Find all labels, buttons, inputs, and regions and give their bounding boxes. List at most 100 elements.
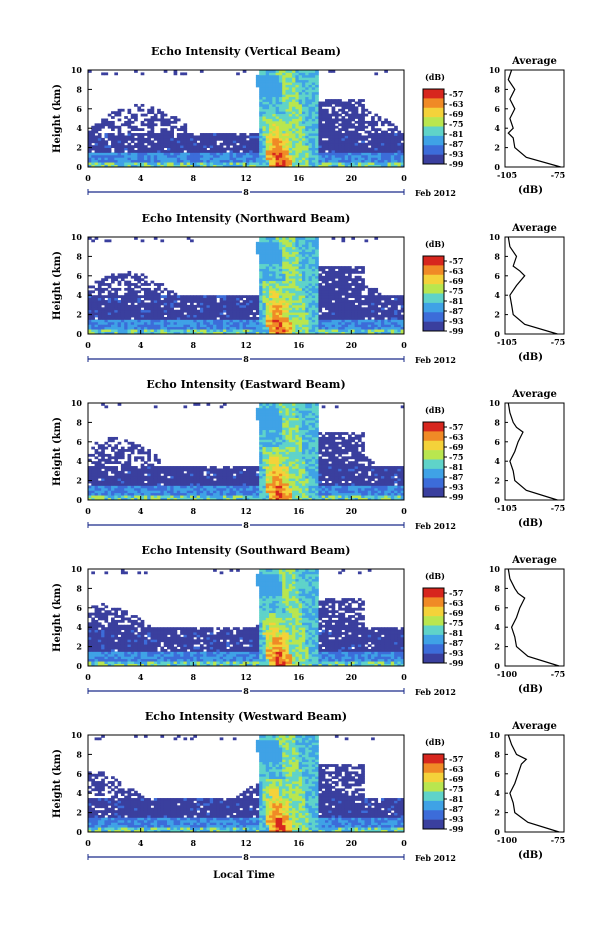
heatmap-cell — [114, 324, 119, 328]
heatmap-cell — [298, 309, 303, 313]
heatmap-cell — [117, 130, 122, 134]
heatmap-cell — [354, 266, 359, 269]
heatmap-cell — [91, 490, 95, 494]
heatmap-cell — [120, 154, 125, 158]
heatmap-cell — [107, 239, 112, 243]
heatmap-cell — [305, 295, 309, 299]
heatmap-cell — [308, 329, 313, 332]
heatmap-cell — [173, 314, 178, 318]
heatmap-cell — [367, 120, 372, 124]
heatmap-cell — [269, 123, 273, 127]
heatmap-cell — [354, 140, 359, 144]
heatmap-cell — [137, 302, 142, 306]
heatmap-cell — [272, 307, 277, 311]
heatmap-cell — [325, 125, 329, 129]
heatmap-cell — [167, 297, 171, 301]
heatmap-cell — [338, 275, 342, 279]
heatmap-cell — [163, 324, 168, 328]
heatmap-cell — [292, 280, 296, 284]
heatmap-cell — [295, 147, 300, 151]
heatmap-cell — [157, 159, 161, 163]
heatmap-cell — [153, 290, 158, 294]
heatmap-cell — [311, 321, 316, 325]
heatmap-cell — [348, 113, 352, 117]
heatmap-cell — [321, 300, 326, 303]
heatmap-cell — [298, 300, 303, 303]
heatmap-cell — [236, 72, 240, 76]
heatmap-cell — [331, 133, 336, 136]
heatmap-cell — [114, 329, 119, 332]
heatmap-cell — [275, 89, 280, 93]
heatmap-cell — [318, 304, 323, 308]
heatmap-cell — [130, 116, 135, 119]
heatmap-cell — [97, 495, 102, 498]
heatmap-cell — [242, 159, 247, 163]
heatmap-cell — [292, 244, 296, 248]
heatmap-cell — [298, 295, 303, 299]
heatmap-cell — [143, 113, 148, 117]
heatmap-cell — [94, 331, 99, 335]
heatmap-cell — [328, 159, 332, 163]
heatmap-cell — [380, 137, 385, 141]
heatmap-cell — [341, 290, 346, 294]
heatmap-cell — [176, 466, 181, 469]
heatmap-cell — [216, 309, 221, 313]
heatmap-cell — [292, 266, 296, 269]
heatmap-cell — [328, 137, 332, 141]
heatmap-cell — [295, 287, 300, 291]
heatmap-cell — [190, 154, 194, 158]
heatmap-cell — [308, 99, 313, 102]
heatmap-cell — [117, 287, 122, 291]
heatmap-cell — [278, 287, 283, 291]
heatmap-cell — [338, 268, 342, 272]
heatmap-cell — [150, 150, 155, 153]
heatmap-cell — [295, 331, 300, 335]
heatmap-cell — [275, 147, 280, 151]
heatmap-cell — [147, 304, 151, 308]
heatmap-cell — [311, 96, 316, 100]
heatmap-cell — [400, 309, 405, 313]
heatmap-cell — [262, 287, 267, 291]
heatmap-cell — [173, 487, 178, 491]
heatmap-cell — [344, 312, 349, 315]
heatmap-cell — [295, 77, 300, 81]
heatmap-cell — [305, 152, 309, 156]
heatmap-cell — [331, 118, 336, 122]
heatmap-cell — [173, 490, 178, 494]
heatmap-cell — [318, 101, 323, 105]
heatmap-cell — [285, 309, 290, 313]
heatmap-cell — [236, 304, 240, 308]
heatmap-cell — [285, 317, 290, 320]
heatmap-cell — [374, 287, 379, 291]
heatmap-cell — [308, 101, 313, 105]
heatmap-cell — [275, 164, 280, 168]
heatmap-cell — [282, 103, 286, 107]
heatmap-cell — [97, 446, 102, 450]
heatmap-cell — [272, 249, 277, 252]
heatmap-cell — [282, 96, 286, 100]
heatmap-cell — [180, 309, 184, 313]
heatmap-cell — [265, 159, 270, 163]
heatmap-cell — [94, 154, 99, 158]
heatmap-cell — [160, 159, 165, 163]
heatmap-cell — [265, 278, 270, 282]
heatmap-cell — [374, 152, 379, 156]
heatmap-cell — [107, 154, 112, 158]
heatmap-cell — [311, 241, 316, 245]
heatmap-cell — [236, 331, 240, 335]
heatmap-cell — [147, 319, 151, 323]
heatmap-cell — [229, 297, 234, 301]
heatmap-cell — [265, 295, 270, 299]
heatmap-cell — [157, 324, 161, 328]
heatmap-cell — [311, 307, 316, 311]
heatmap-cell — [341, 324, 346, 328]
date-gap — [242, 188, 250, 196]
heatmap-cell — [104, 470, 109, 474]
heatmap-cell — [176, 312, 181, 315]
heatmap-cell — [180, 157, 184, 161]
heatmap-cell — [104, 309, 109, 313]
heatmap-cell — [292, 307, 296, 311]
heatmap-cell — [338, 295, 342, 299]
heatmap-cell — [282, 317, 286, 320]
heatmap-cell — [285, 89, 290, 93]
